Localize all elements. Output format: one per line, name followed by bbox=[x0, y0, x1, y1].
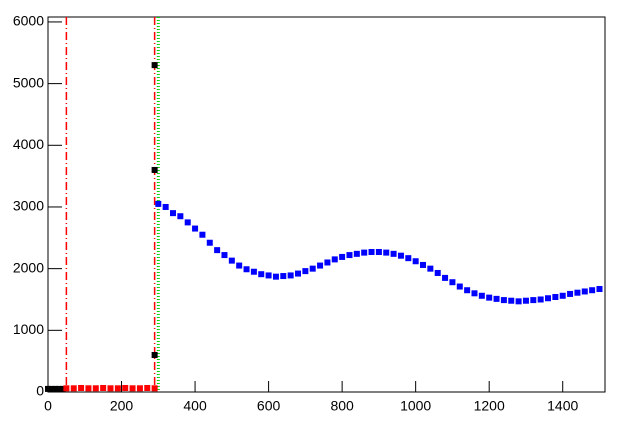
y-tick-label: 3000 bbox=[13, 198, 44, 214]
point bbox=[177, 213, 184, 220]
point bbox=[522, 297, 529, 304]
point bbox=[530, 297, 537, 304]
point bbox=[500, 297, 507, 304]
point bbox=[214, 247, 221, 254]
point bbox=[151, 351, 158, 358]
point bbox=[493, 295, 500, 302]
point bbox=[449, 279, 456, 286]
point bbox=[287, 272, 294, 279]
point bbox=[383, 249, 390, 256]
point bbox=[508, 297, 515, 304]
point bbox=[559, 292, 566, 299]
point bbox=[537, 296, 544, 303]
point bbox=[515, 298, 522, 305]
point bbox=[184, 219, 191, 226]
point bbox=[122, 384, 129, 391]
x-tick-label: 600 bbox=[257, 398, 281, 414]
point bbox=[397, 252, 404, 259]
x-tick-label: 1000 bbox=[400, 398, 431, 414]
point bbox=[280, 273, 287, 280]
point bbox=[56, 385, 63, 392]
x-tick-label: 1400 bbox=[547, 398, 578, 414]
point bbox=[129, 385, 136, 392]
point bbox=[412, 258, 419, 265]
plot-frame bbox=[47, 16, 606, 393]
point bbox=[390, 250, 397, 257]
point bbox=[464, 287, 471, 294]
point bbox=[339, 253, 346, 260]
x-tick-label: 1200 bbox=[474, 398, 505, 414]
y-tick-label: 0 bbox=[36, 383, 44, 399]
point bbox=[155, 200, 162, 207]
point bbox=[442, 274, 449, 281]
point bbox=[420, 261, 427, 268]
point bbox=[405, 255, 412, 262]
point bbox=[250, 268, 257, 275]
point bbox=[375, 248, 382, 255]
point bbox=[574, 289, 581, 296]
point bbox=[302, 268, 309, 275]
point bbox=[52, 385, 59, 392]
x-tick-label: 800 bbox=[330, 398, 354, 414]
point bbox=[114, 385, 121, 392]
y-tick-label: 5000 bbox=[13, 74, 44, 90]
point bbox=[331, 256, 338, 263]
point bbox=[456, 283, 463, 290]
point bbox=[151, 385, 158, 392]
point bbox=[346, 252, 353, 259]
point bbox=[434, 269, 441, 276]
point bbox=[78, 384, 85, 391]
y-tick-label: 4000 bbox=[13, 136, 44, 152]
point bbox=[567, 290, 574, 297]
point bbox=[324, 259, 331, 266]
y-tick-label: 1000 bbox=[13, 321, 44, 337]
point bbox=[170, 210, 177, 217]
point bbox=[427, 265, 434, 272]
point bbox=[589, 287, 596, 294]
y-tick-label: 2000 bbox=[13, 259, 44, 275]
point bbox=[151, 62, 158, 69]
point bbox=[59, 385, 66, 392]
point bbox=[228, 257, 235, 264]
point bbox=[309, 265, 316, 272]
point bbox=[151, 166, 158, 173]
point bbox=[317, 262, 324, 269]
point bbox=[45, 385, 51, 392]
point bbox=[368, 248, 375, 255]
point bbox=[144, 384, 151, 391]
point bbox=[92, 385, 99, 392]
point bbox=[486, 294, 493, 301]
point bbox=[85, 385, 92, 392]
point bbox=[545, 295, 552, 302]
x-tick-label: 200 bbox=[110, 398, 134, 414]
point bbox=[258, 271, 265, 278]
point bbox=[107, 385, 114, 392]
point bbox=[162, 203, 169, 210]
point bbox=[361, 249, 368, 256]
point bbox=[236, 262, 243, 269]
point bbox=[596, 285, 603, 292]
x-tick-label: 0 bbox=[44, 398, 52, 414]
point bbox=[199, 231, 206, 238]
y-tick-label: 6000 bbox=[13, 13, 44, 29]
point bbox=[63, 385, 70, 392]
point bbox=[221, 252, 228, 259]
point bbox=[48, 385, 55, 392]
point bbox=[100, 384, 107, 391]
point bbox=[206, 239, 213, 246]
point bbox=[471, 290, 478, 297]
x-tick-label: 400 bbox=[183, 398, 207, 414]
point bbox=[136, 385, 143, 392]
point bbox=[192, 225, 199, 232]
point bbox=[265, 272, 272, 279]
point bbox=[295, 270, 302, 277]
point bbox=[552, 294, 559, 301]
point bbox=[272, 273, 279, 280]
point bbox=[478, 292, 485, 299]
point bbox=[353, 250, 360, 257]
point bbox=[70, 385, 77, 392]
point bbox=[243, 266, 250, 273]
point bbox=[581, 288, 588, 295]
